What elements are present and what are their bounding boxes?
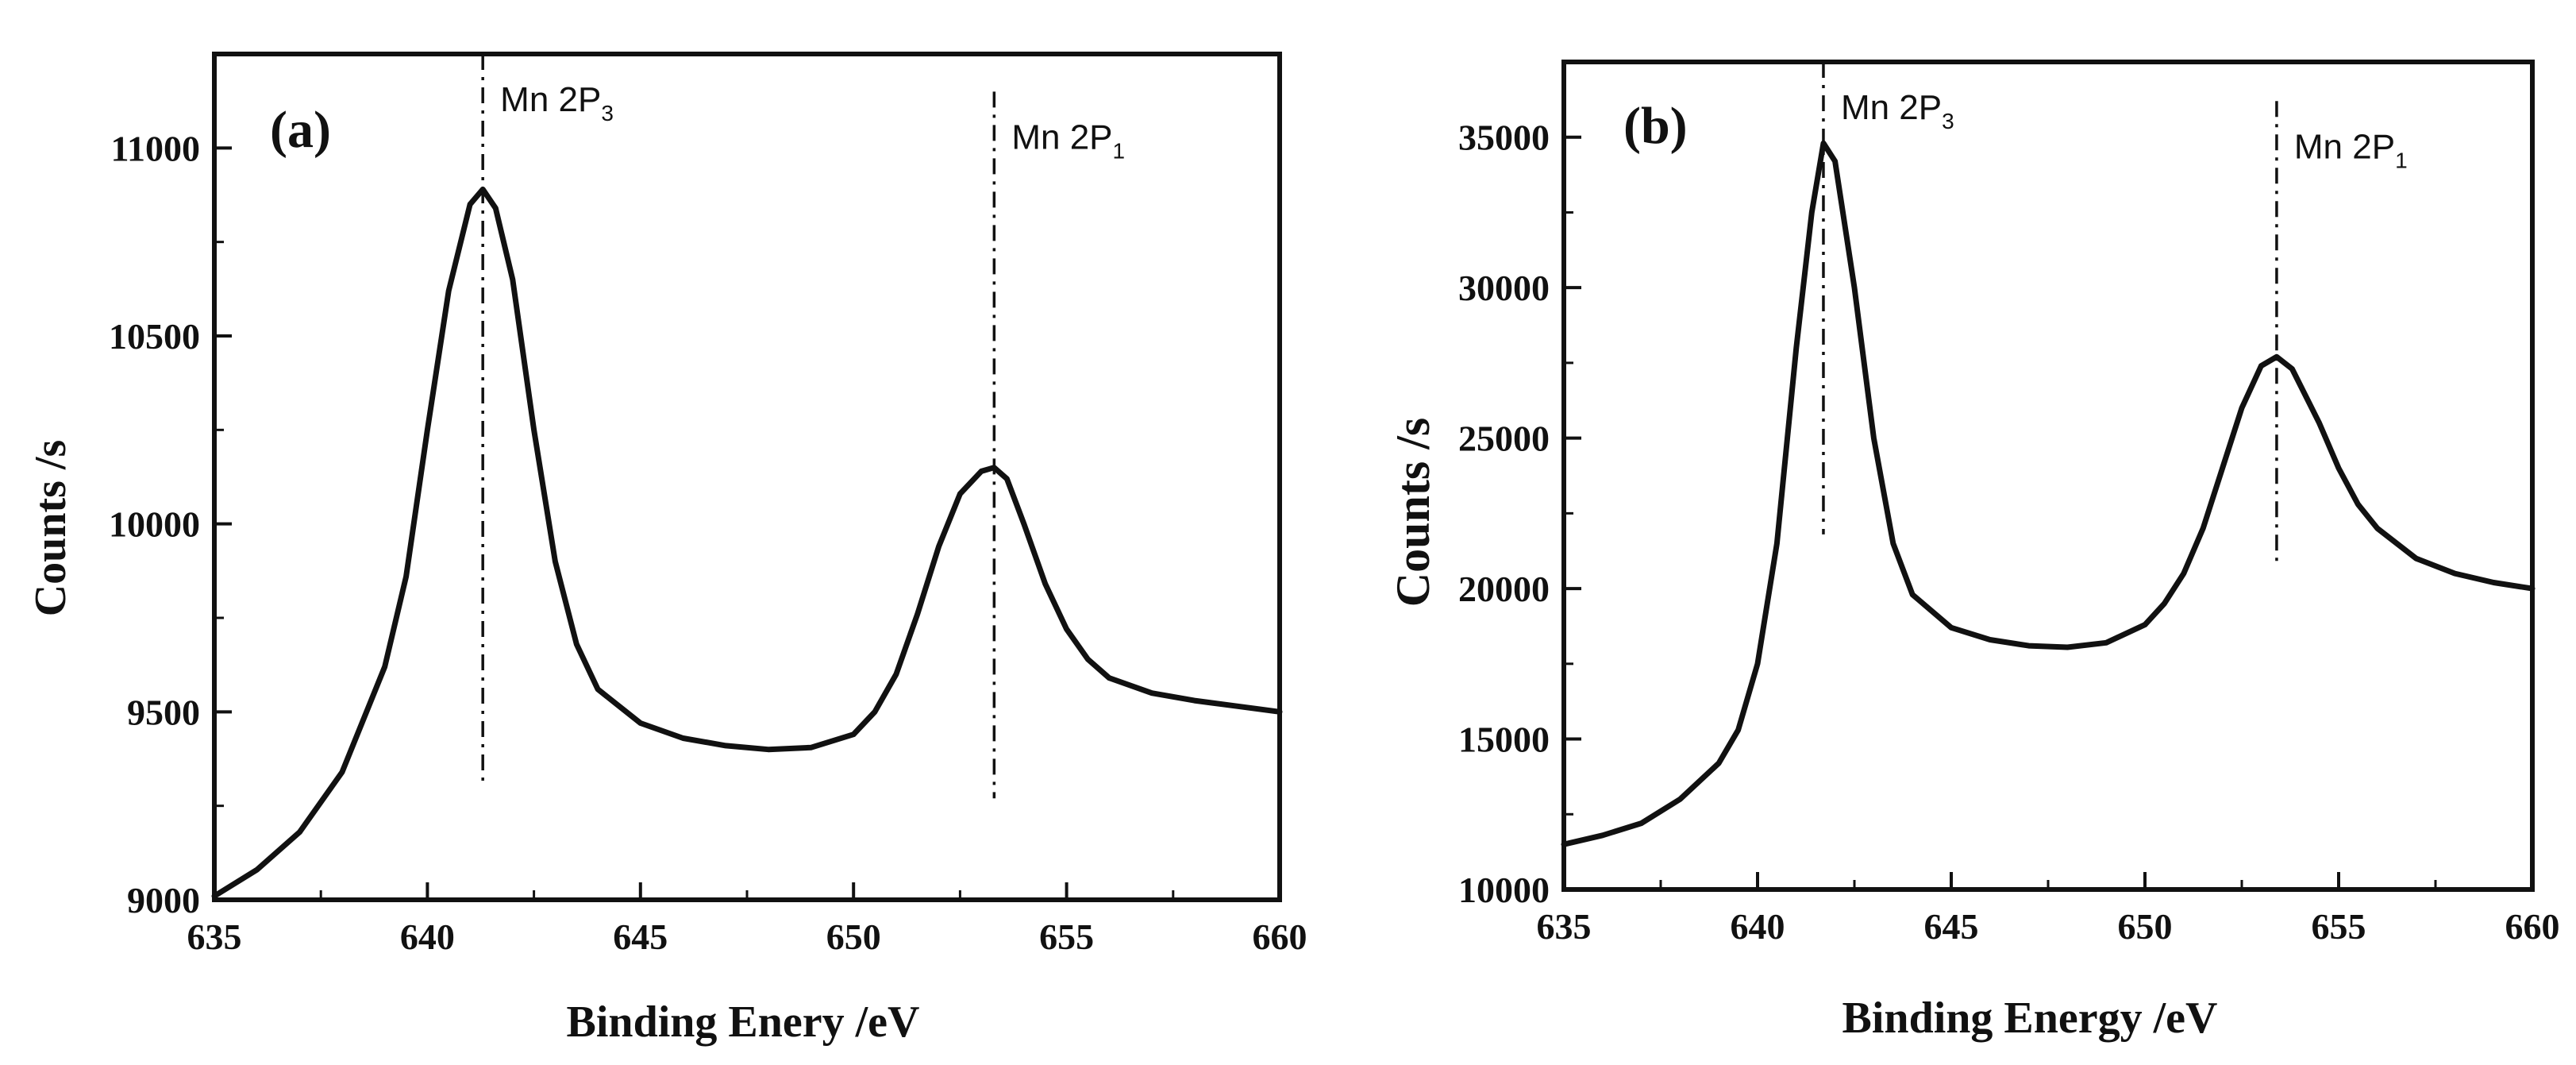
x-tick-label-a: 635 xyxy=(187,916,242,957)
y-tick-label-b: 20000 xyxy=(1458,569,1550,609)
y-tick-label-a: 11000 xyxy=(111,128,200,168)
y-tick-label-b: 35000 xyxy=(1458,118,1550,158)
x-tick-label-a: 650 xyxy=(826,916,881,957)
x-axis-label-b: Binding Energy /eV xyxy=(1842,994,2218,1043)
plot-area-a: 635 640 645 650 655 660 9000 9500 10000 10500 1100… xyxy=(109,52,1307,957)
x-tick-label-a: 640 xyxy=(400,916,455,957)
y-tick-label-a: 9500 xyxy=(127,692,200,732)
y-tick-label-b: 30000 xyxy=(1458,268,1550,308)
y-tick-label-a: 10500 xyxy=(109,316,200,357)
peak-label-a-2: Mn 2P1 xyxy=(1011,118,1125,163)
x-tick-label-b: 660 xyxy=(2505,906,2560,947)
x-tick-label-b: 650 xyxy=(2118,906,2173,947)
y-tick-label-b: 25000 xyxy=(1458,419,1550,459)
x-tick-label-b: 635 xyxy=(1537,906,1592,947)
y-axis-label-a: Counts /s xyxy=(26,440,75,617)
panel-label-a: (a) xyxy=(270,101,331,159)
x-tick-label-b: 645 xyxy=(1924,906,1979,947)
peak-label-a-1: Mn 2P3 xyxy=(500,80,614,125)
y-tick-label-b: 10000 xyxy=(1458,870,1550,910)
y-tick-label-a: 10000 xyxy=(109,504,200,545)
x-tick-label-a: 660 xyxy=(1253,916,1307,957)
panel-label-b: (b) xyxy=(1623,97,1688,155)
peak-label-b-1: Mn 2P3 xyxy=(1841,88,1954,133)
x-axis-label-a: Binding Enery /eV xyxy=(567,997,920,1047)
x-tick-label-b: 640 xyxy=(1731,906,1785,947)
y-tick-label-a: 9000 xyxy=(127,880,200,920)
x-tick-label-b: 655 xyxy=(2312,906,2366,947)
x-tick-label-a: 655 xyxy=(1039,916,1094,957)
plot-area-b: 635 640 645 650 655 660 10000 15000 20000 25000 30… xyxy=(1458,60,2560,947)
y-tick-label-b: 15000 xyxy=(1458,720,1550,760)
y-axis-label-b: Counts /s xyxy=(1387,418,1439,607)
peak-label-b-2: Mn 2P1 xyxy=(2294,127,2408,172)
chart-panel-b: 635 640 645 650 655 660 10000 15000 20000 25000 30… xyxy=(1387,60,2560,1043)
spectrum-line-b xyxy=(1561,140,2536,847)
spectrum-line-a xyxy=(211,186,1283,899)
x-tick-label-a: 645 xyxy=(613,916,668,957)
chart-panel-a: 635 640 645 650 655 660 9000 9500 10000 10500 1100… xyxy=(26,52,1307,1047)
